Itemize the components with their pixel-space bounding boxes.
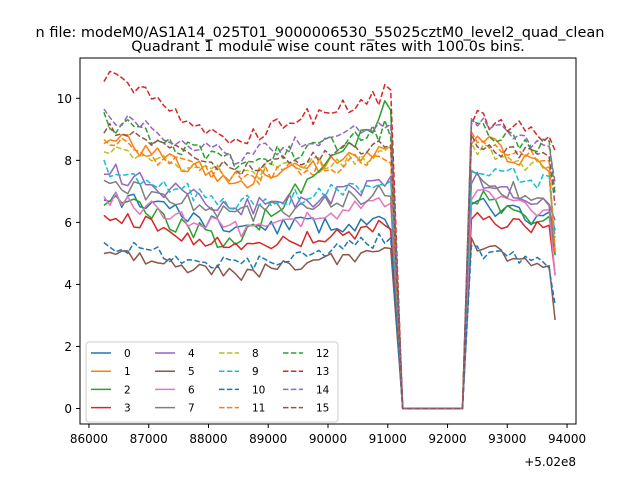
series-line-8 [103, 142, 556, 410]
x-tick-label: 93000 [488, 432, 526, 446]
x-tick-label: 94000 [548, 432, 586, 446]
y-tick-label: 8 [64, 154, 72, 168]
y-tick-label: 0 [64, 402, 72, 416]
chart-title: Quadrant 1 module wise count rates with … [131, 39, 525, 55]
legend-label-6: 6 [188, 384, 195, 396]
x-tick-label: 91000 [369, 432, 407, 446]
series-line-7 [103, 169, 556, 410]
series-line-1 [103, 133, 556, 410]
x-tick-label: 90000 [309, 432, 347, 446]
legend-label-3: 3 [124, 403, 131, 415]
legend-label-4: 4 [188, 348, 195, 360]
y-tick-label: 6 [64, 216, 72, 230]
series-line-3 [103, 211, 556, 410]
y-tick-label: 2 [64, 340, 72, 354]
x-tick-label: 92000 [428, 432, 466, 446]
legend-label-12: 12 [316, 348, 329, 360]
legend-label-7: 7 [188, 403, 195, 415]
legend-label-10: 10 [252, 384, 265, 396]
series-line-14 [103, 108, 556, 410]
legend-label-1: 1 [124, 366, 131, 378]
legend-label-13: 13 [316, 366, 329, 378]
series-line-15 [103, 122, 556, 410]
plot-lines [103, 70, 556, 410]
series-line-10 [103, 232, 556, 410]
figure-suptitle: n file: modeM0/AS1A14_025T01_9000006530_… [36, 25, 605, 41]
legend-label-11: 11 [252, 403, 265, 415]
x-tick-label: 86000 [70, 432, 108, 446]
y-axis: 0 2 4 6 8 10 [57, 92, 80, 416]
x-axis: 86000 87000 88000 89000 90000 91000 92000 93000… [70, 424, 586, 446]
series-line-5 [103, 237, 556, 410]
legend-label-8: 8 [252, 348, 259, 360]
series-line-6 [103, 188, 556, 410]
series-line-0 [103, 191, 556, 410]
legend-label-2: 2 [124, 384, 131, 396]
series-line-9 [103, 159, 556, 410]
x-tick-label: 89000 [249, 432, 287, 446]
x-tick-label: 88000 [189, 432, 227, 446]
legend-label-9: 9 [252, 366, 259, 378]
legend-label-14: 14 [316, 384, 330, 396]
y-tick-label: 10 [57, 92, 72, 106]
series-line-2 [103, 100, 556, 410]
legend-box [85, 341, 339, 423]
legend-label-15: 15 [316, 403, 329, 415]
x-offset-label: +5.02e8 [524, 455, 576, 469]
legend-label-0: 0 [124, 348, 131, 360]
y-tick-label: 4 [64, 278, 72, 292]
series-line-11 [103, 131, 556, 410]
x-tick-label: 87000 [130, 432, 168, 446]
legend-label-5: 5 [188, 366, 195, 378]
series-line-12 [103, 111, 556, 410]
